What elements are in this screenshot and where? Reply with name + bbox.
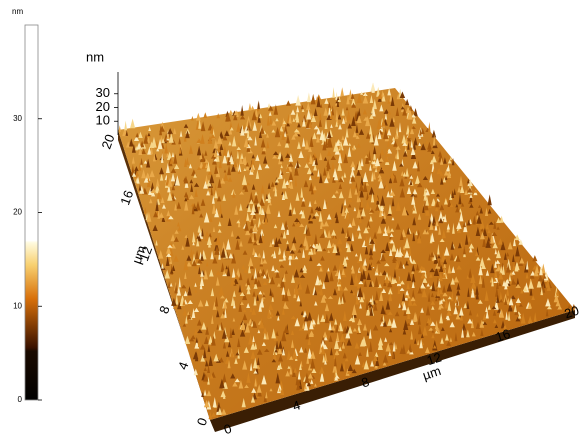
y-tick-label: 8: [156, 304, 173, 316]
spike: [118, 125, 121, 131]
spike: [332, 87, 335, 98]
spike: [251, 106, 255, 110]
spike: [488, 194, 492, 205]
colorbar-tick-label: 30: [13, 114, 22, 123]
spike: [240, 105, 243, 116]
spike: [203, 112, 207, 118]
z-tick-label: 30: [96, 85, 110, 100]
colorbar-tick-label: 0: [18, 395, 23, 404]
spike: [248, 103, 251, 110]
spike: [307, 92, 311, 102]
z-tick-label: 20: [96, 99, 110, 114]
spike: [191, 116, 194, 120]
spike: [229, 110, 233, 114]
z-axis-unit: nm: [86, 49, 104, 64]
spike: [432, 130, 436, 138]
spike: [370, 82, 375, 91]
y-tick-label: 0: [194, 416, 211, 428]
spike: [311, 94, 316, 104]
y-tick-label: 4: [175, 360, 192, 372]
colorbar-unit: nm: [12, 7, 23, 16]
colorbar: [25, 25, 38, 400]
z-tick-label: 10: [96, 113, 110, 128]
spike: [340, 87, 344, 96]
afm-figure: nm nm µm µm 0102030102030048121620048121…: [0, 0, 583, 439]
spike: [130, 119, 135, 129]
spike: [286, 100, 291, 105]
y-tick-label: 16: [117, 188, 136, 207]
spike: [295, 95, 300, 106]
y-tick-label: 20: [98, 132, 117, 151]
spike: [428, 122, 431, 132]
colorbar-tick-label: 10: [13, 301, 22, 310]
x-tick-label: 20: [562, 303, 580, 322]
colorbar-tick-label: 20: [13, 208, 22, 217]
spike: [124, 121, 127, 131]
spike: [532, 255, 537, 261]
spike: [196, 113, 201, 121]
